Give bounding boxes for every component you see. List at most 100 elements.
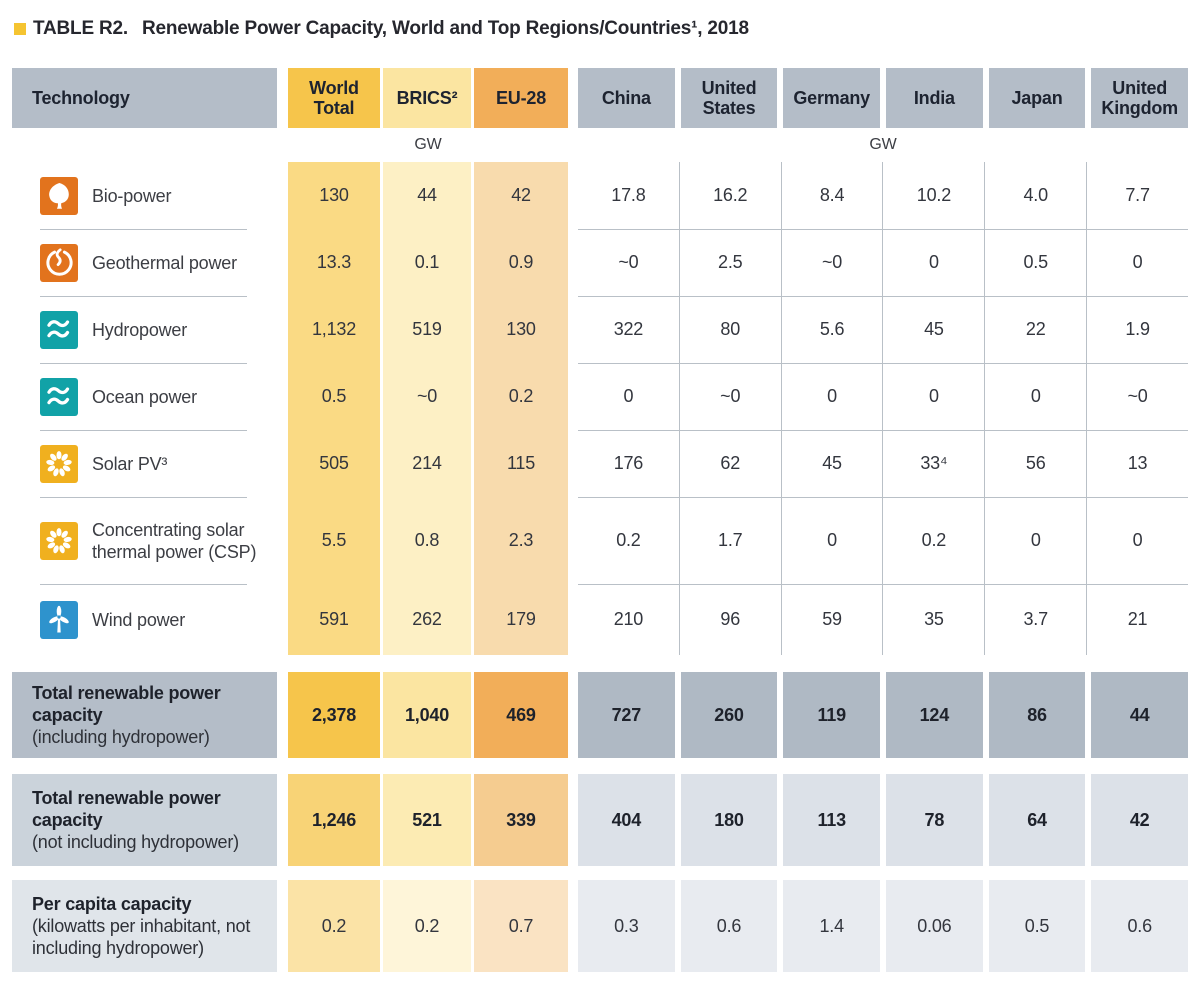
cell-japan: 0.5 xyxy=(984,229,1086,296)
solar-pv-icon xyxy=(40,444,78,483)
units-row-empty xyxy=(12,128,277,162)
cell-germany: 119 xyxy=(783,672,881,758)
cell-world-total: 1,246 xyxy=(288,774,380,866)
spacer xyxy=(568,880,578,972)
cell-china: 0.2 xyxy=(616,530,641,550)
country-header-group: China United States Germany India Japan Unite… xyxy=(578,68,1189,128)
technology-label: Hydropower xyxy=(92,319,188,340)
country-cells: 404 180 113 78 64 42 xyxy=(578,774,1189,866)
spacer xyxy=(277,497,288,584)
table-tag: TABLE R2. xyxy=(33,18,128,39)
country-cells: 322 80 5.6 45 22 1.9 xyxy=(578,296,1188,363)
cell-united-states: 260 xyxy=(680,672,778,758)
cell-china: 0 xyxy=(623,386,634,406)
cell-japan: 0 xyxy=(984,363,1086,430)
cell-eu-28: 42 xyxy=(474,162,568,229)
spacer xyxy=(568,497,578,584)
spacer xyxy=(277,68,288,128)
spacer xyxy=(277,363,288,430)
summary-label-note: (including hydropower) xyxy=(32,727,210,747)
cell-world-total: 2,378 xyxy=(288,672,380,758)
cell-world-total: 505 xyxy=(288,430,380,497)
spacer xyxy=(568,229,578,296)
cell-brics: 1,040 xyxy=(383,672,471,758)
units-row: GW GW xyxy=(12,128,1188,162)
cell-united-kingdom: 42 xyxy=(1091,774,1189,866)
row-hydropower: Hydropower 1,132 519 130 322 80 5.6 45 22 1.9 xyxy=(12,296,1188,363)
summary-label-note: (not including hydropower) xyxy=(32,832,239,852)
cell-india: 78 xyxy=(886,774,983,866)
technology-label: Bio-power xyxy=(92,185,172,206)
hydropower-icon xyxy=(40,310,78,349)
spacer xyxy=(568,584,578,655)
column-header-germany: Germany xyxy=(783,68,881,128)
cell-eu-28: 179 xyxy=(474,584,568,655)
wind-power-icon xyxy=(40,600,78,639)
cell-japan: 86 xyxy=(988,672,1086,758)
cell-brics: ~0 xyxy=(383,363,471,430)
cell-brics: 0.1 xyxy=(383,229,471,296)
cell-world-total: 1,132 xyxy=(288,296,380,363)
country-cells: 210 96 59 35 3.7 21 xyxy=(578,584,1188,655)
cell-world-total: 0.2 xyxy=(288,880,380,972)
country-cells: 727 260 119 124 86 44 xyxy=(578,672,1189,758)
column-header-japan: Japan xyxy=(988,68,1086,128)
cell-united-kingdom: 21 xyxy=(1086,584,1188,655)
country-cells: 17.8 16.2 8.4 10.2 4.0 7.7 xyxy=(578,162,1188,229)
cell-eu-28: 469 xyxy=(474,672,568,758)
table-caption: Renewable Power Capacity, World and Top … xyxy=(141,18,749,39)
cell-japan: 4.0 xyxy=(984,162,1086,229)
cell-japan: 0 xyxy=(984,497,1086,584)
row-wind-power: Wind power 591 262 179 210 96 59 35 3.7 21 xyxy=(12,584,1188,655)
cell-india: 0 xyxy=(882,363,984,430)
ocean-power-icon xyxy=(40,377,78,416)
cell-brics: 0.2 xyxy=(383,880,471,972)
column-header-united-kingdom: United Kingdom xyxy=(1091,68,1189,128)
column-header-china: China xyxy=(578,68,675,128)
cell-brics: 262 xyxy=(383,584,471,655)
cell-united-kingdom: 0.6 xyxy=(1091,880,1189,972)
cell-eu-28: 339 xyxy=(474,774,568,866)
spacer xyxy=(568,774,578,866)
cell-china: 210 xyxy=(613,609,644,629)
cell-china: ~0 xyxy=(618,252,639,272)
column-header-united-states: United States xyxy=(680,68,778,128)
cell-world-total: 130 xyxy=(288,162,380,229)
summary-label-note: (kilowatts per inhabitant, not including… xyxy=(32,916,251,958)
total-including-hydropower-row: Total renewable power capacity (includin… xyxy=(12,672,1189,758)
cell-brics: 44 xyxy=(383,162,471,229)
technology-label: Ocean power xyxy=(92,386,197,407)
table-title: TABLE R2. Renewable Power Capacity, Worl… xyxy=(14,18,749,40)
title-bullet-icon xyxy=(14,23,26,35)
cell-united-states: 16.2 xyxy=(678,162,781,229)
spacer xyxy=(568,430,578,497)
cell-germany: 113 xyxy=(783,774,881,866)
technology-label: Geothermal power xyxy=(92,252,237,273)
spacer xyxy=(277,229,288,296)
cell-japan: 64 xyxy=(988,774,1086,866)
cell-eu-28: 0.7 xyxy=(474,880,568,972)
cell-india: 33⁴ xyxy=(882,430,984,497)
total-not-including-hydropower-row: Total renewable power capacity (not incl… xyxy=(12,774,1189,866)
cell-japan: 3.7 xyxy=(984,584,1086,655)
cell-germany: 59 xyxy=(780,584,883,655)
csp-icon xyxy=(40,521,78,560)
cell-united-kingdom: 0 xyxy=(1086,497,1188,584)
per-capita-capacity-row: Per capita capacity (kilowatts per inhab… xyxy=(12,880,1189,972)
cell-india: 45 xyxy=(882,296,984,363)
cell-china: 727 xyxy=(578,672,675,758)
cell-japan: 0.5 xyxy=(988,880,1086,972)
spacer xyxy=(568,162,578,229)
cell-germany: 1.4 xyxy=(783,880,881,972)
summary-rows: Total renewable power capacity (includin… xyxy=(12,672,1189,972)
summary-label: Per capita capacity xyxy=(32,894,192,914)
spacer xyxy=(277,128,288,162)
cell-brics: 521 xyxy=(383,774,471,866)
cell-united-states: 80 xyxy=(678,296,781,363)
cell-india: 0 xyxy=(882,229,984,296)
cell-united-states: 2.5 xyxy=(678,229,781,296)
bio-power-icon xyxy=(40,176,78,215)
cell-eu-28: 130 xyxy=(474,296,568,363)
row-bio-power: Bio-power 130 44 42 17.8 16.2 8.4 10.2 4.0 7.… xyxy=(12,162,1188,229)
